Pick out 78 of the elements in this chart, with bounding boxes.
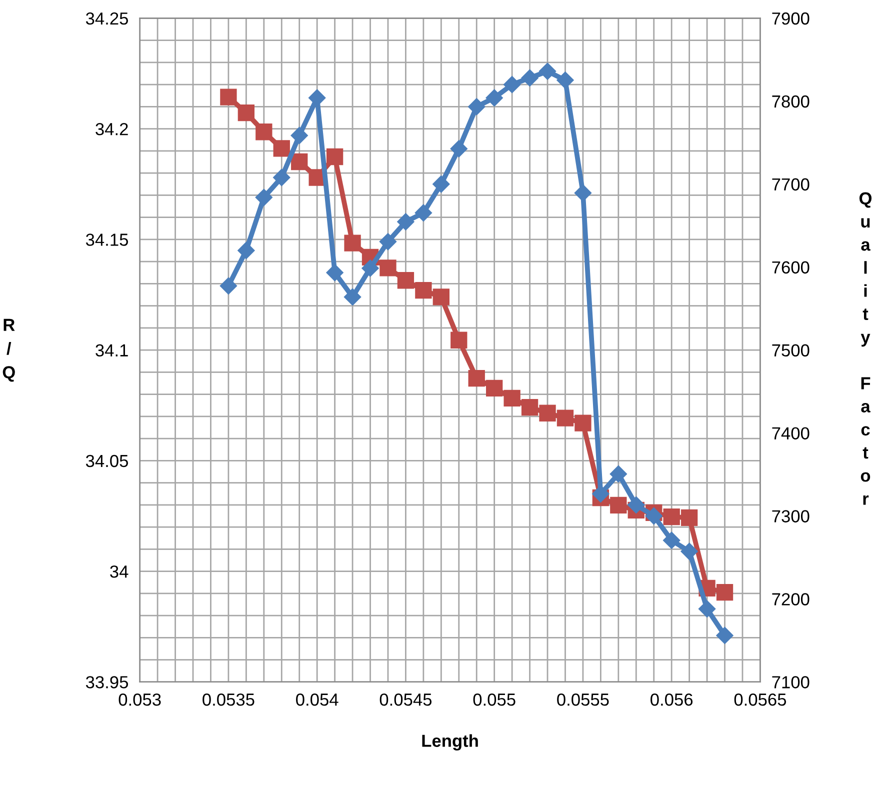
x-tick-label: 0.054 — [296, 693, 338, 706]
point — [344, 234, 361, 252]
point — [326, 264, 344, 282]
x-tick-label: 0.0565 — [734, 693, 786, 706]
x-tick-label: 0.053 — [118, 693, 161, 706]
y-tick-label: 34 — [110, 565, 128, 578]
point — [273, 168, 290, 186]
y-tick-label: 33.95 — [86, 676, 128, 688]
point — [255, 188, 272, 206]
y2-tick-label: 7600 — [772, 261, 810, 274]
point — [450, 332, 468, 348]
y2-tick-label: 7200 — [772, 593, 810, 606]
point — [238, 104, 255, 122]
point — [291, 153, 308, 170]
point — [504, 76, 521, 94]
point — [521, 69, 538, 86]
y2-tick-label: 7800 — [772, 95, 810, 108]
point — [574, 184, 592, 202]
point — [716, 626, 734, 644]
y2-tick-label: 7500 — [772, 344, 810, 357]
point — [486, 89, 503, 106]
point — [680, 509, 698, 526]
point — [539, 404, 556, 422]
point — [556, 410, 574, 426]
point — [521, 398, 538, 416]
point — [556, 72, 574, 89]
y2-tick-label: 7400 — [772, 427, 810, 440]
point — [450, 140, 468, 158]
y-tick-label: 34.1 — [96, 344, 128, 357]
point — [432, 176, 450, 193]
text: Quality Factor — [859, 192, 872, 505]
point — [380, 260, 396, 276]
point — [592, 485, 610, 502]
point — [504, 390, 520, 407]
point — [415, 282, 432, 299]
point — [220, 88, 237, 106]
x-tick-label: 0.056 — [650, 693, 693, 706]
point — [610, 465, 627, 483]
x-axis-title: Length — [422, 734, 478, 750]
point — [379, 233, 397, 250]
point — [468, 370, 485, 387]
point — [414, 204, 432, 222]
point — [344, 288, 362, 306]
point — [397, 213, 414, 230]
point — [628, 496, 645, 514]
point — [256, 124, 272, 140]
y-axis-title: R/Q — [2, 318, 15, 382]
y-tick-label: 34.05 — [86, 454, 128, 468]
point — [645, 507, 662, 525]
point — [220, 277, 238, 294]
point — [680, 542, 698, 560]
point — [362, 260, 379, 277]
y2-tick-label: 7300 — [772, 510, 810, 522]
point — [432, 288, 450, 306]
x-tick-label: 0.0555 — [557, 693, 609, 706]
point — [486, 380, 503, 397]
point — [538, 62, 556, 80]
x-tick-label: 0.0545 — [380, 693, 432, 706]
point — [326, 148, 344, 166]
point — [716, 584, 734, 601]
point — [238, 242, 255, 260]
y2-tick-label: 7100 — [772, 676, 810, 688]
point — [273, 140, 290, 157]
point — [574, 414, 592, 432]
y-tick-label: 34.25 — [86, 12, 128, 25]
y-tick-label: 34.2 — [96, 123, 128, 136]
y2-tick-label: 7700 — [772, 178, 810, 191]
point — [698, 600, 716, 618]
point — [397, 272, 414, 289]
point — [663, 508, 680, 526]
point — [290, 126, 308, 144]
point — [468, 98, 486, 116]
point — [663, 532, 680, 549]
x-tick-label: 0.055 — [473, 693, 516, 706]
y2-tick-label: 7900 — [772, 12, 810, 25]
y-tick-label: 34.15 — [86, 234, 128, 246]
x-tick-label: 0.0535 — [202, 693, 254, 706]
point — [610, 496, 627, 514]
